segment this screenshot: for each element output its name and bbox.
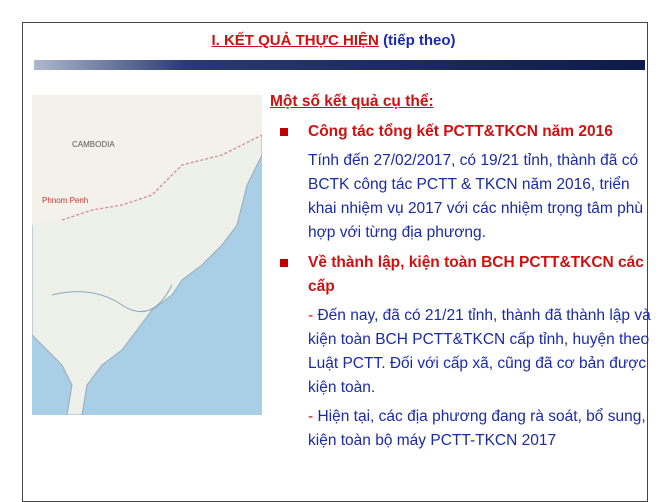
section: Công tác tổng kết PCTT&TKCN năm 2016 Tính… — [270, 120, 660, 245]
map-label: CAMBODIA — [72, 140, 115, 149]
section: Về thành lập, kiện toàn BCH PCTT&TKCN cá… — [270, 251, 660, 453]
dash: - — [308, 307, 313, 324]
title-bar — [34, 60, 645, 70]
slide-title: I. KẾT QUẢ THỰC HIỆN (tiếp theo) — [0, 32, 667, 49]
paragraph: - Đến nay, đã có 21/21 tỉnh, thành đã th… — [308, 304, 660, 400]
paragraph: - Hiện tại, các địa phương đang rà soát,… — [308, 405, 660, 453]
bullet — [280, 128, 288, 136]
paragraph-text: Đến nay, đã có 21/21 tỉnh, thành đã thàn… — [308, 307, 651, 396]
paragraph: Tính đến 27/02/2017, có 19/21 tỉnh, thàn… — [308, 149, 660, 245]
bullet — [280, 259, 288, 267]
section-title: Công tác tổng kết PCTT&TKCN năm 2016 — [308, 120, 648, 144]
map: CAMBODIA Phnom Penh — [32, 95, 262, 415]
content-heading: Một số kết quả cụ thể: — [270, 90, 660, 114]
dash: - — [308, 408, 313, 425]
map-label: Phnom Penh — [42, 196, 88, 205]
section-title: Về thành lập, kiện toàn BCH PCTT&TKCN cá… — [308, 251, 648, 299]
paragraph-text: Tính đến 27/02/2017, có 19/21 tỉnh, thàn… — [308, 152, 643, 241]
page: I. KẾT QUẢ THỰC HIỆN (tiếp theo) CAMBODI… — [0, 0, 667, 490]
paragraph-text: Hiện tại, các địa phương đang rà soát, b… — [308, 408, 646, 449]
title-suffix: (tiếp theo) — [383, 32, 456, 49]
content: Một số kết quả cụ thể: Công tác tổng kết… — [270, 90, 660, 453]
title-text: I. KẾT QUẢ THỰC HIỆN — [211, 32, 378, 49]
